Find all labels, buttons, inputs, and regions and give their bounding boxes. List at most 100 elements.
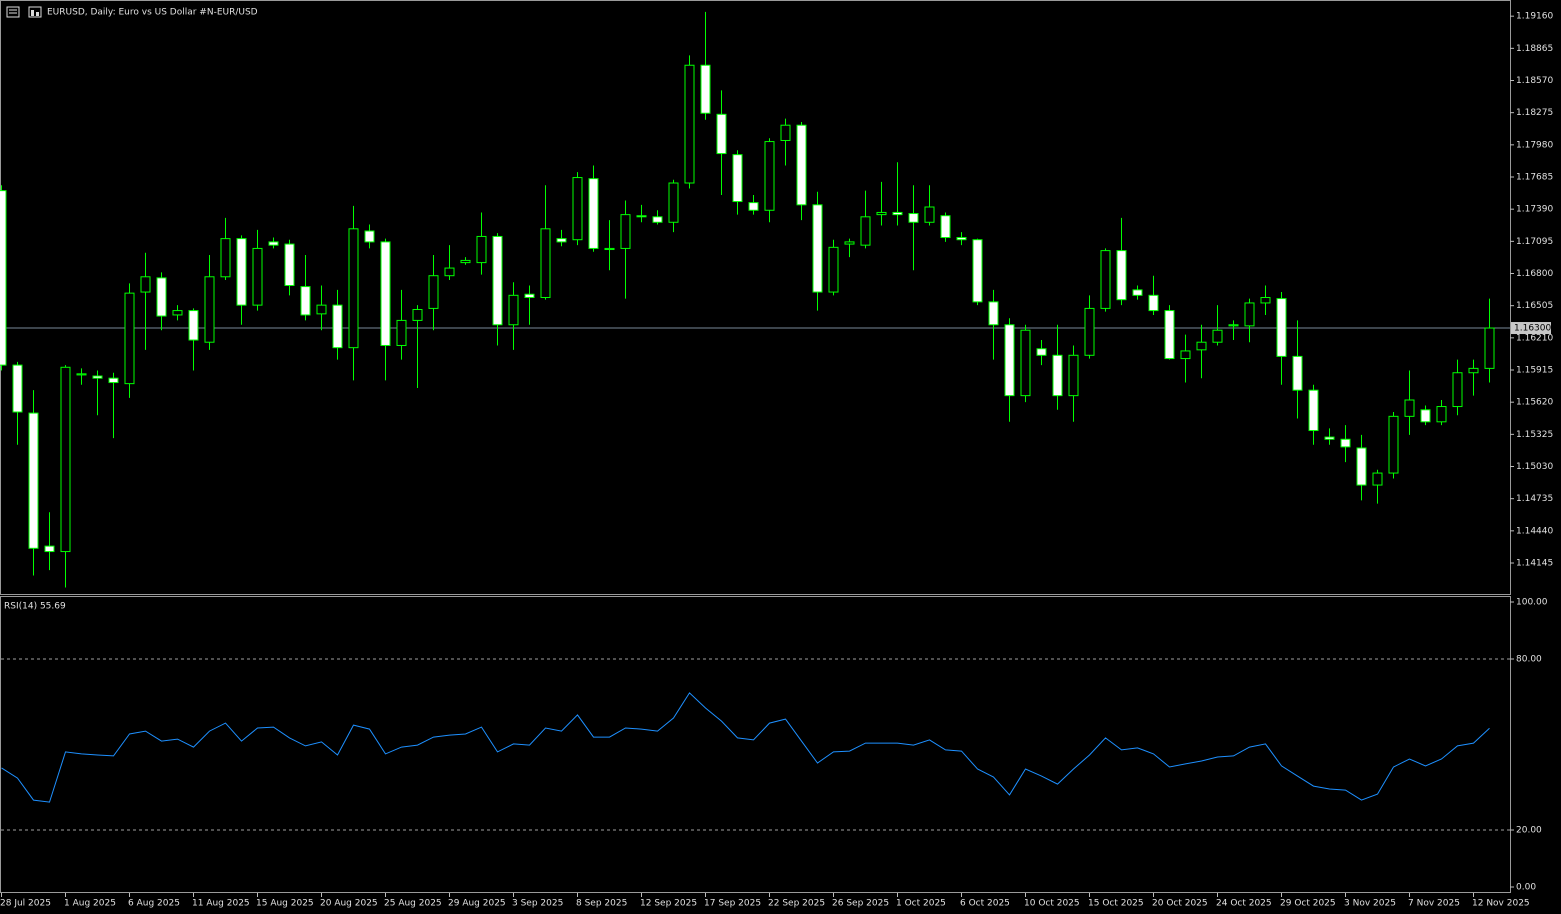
x-tick-label: 12 Sep 2025 — [640, 899, 697, 909]
candle-body — [284, 243, 295, 287]
candle-body — [1020, 329, 1031, 397]
candle-body — [1276, 298, 1287, 357]
y-tick-label: 1.16210 — [1516, 333, 1553, 343]
x-tick-label: 17 Sep 2025 — [704, 899, 761, 909]
candle-body — [172, 310, 183, 316]
icon — [28, 6, 42, 18]
candle-body — [524, 293, 535, 299]
x-tick-label: 1 Aug 2025 — [64, 899, 116, 909]
candle-body — [988, 301, 999, 326]
indicator-title: RSI(14) 55.69 — [4, 602, 66, 612]
candle-body — [1260, 297, 1271, 304]
candle-body — [428, 275, 439, 309]
candle-body — [0, 190, 7, 366]
candle-body — [540, 228, 551, 298]
x-tick-label: 3 Nov 2025 — [1344, 899, 1396, 909]
candle-body — [76, 373, 87, 376]
candle-body — [188, 310, 199, 341]
y-tick-label: 1.15620 — [1516, 398, 1553, 408]
icon — [6, 6, 20, 18]
candle-body — [268, 241, 279, 246]
candle-body — [732, 154, 743, 203]
y-tick-label: 1.18570 — [1516, 76, 1553, 86]
x-tick-label: 3 Sep 2025 — [512, 899, 563, 909]
y-tick-label: 0.00 — [1516, 883, 1536, 893]
x-tick-label: 10 Oct 2025 — [1024, 899, 1080, 909]
x-tick-label: 6 Oct 2025 — [960, 899, 1010, 909]
x-tick-label: 6 Aug 2025 — [128, 899, 180, 909]
current-price-box — [1511, 322, 1551, 335]
candle-body — [108, 377, 119, 384]
x-tick-label: 25 Aug 2025 — [384, 899, 442, 909]
y-tick-label: 1.17980 — [1516, 140, 1553, 150]
candle-body — [1468, 367, 1479, 374]
candle-body — [140, 276, 151, 293]
x-tick-label: 20 Aug 2025 — [320, 899, 378, 909]
candle-body — [1292, 355, 1303, 391]
candle-body — [1484, 327, 1495, 369]
candle-body — [892, 211, 903, 216]
candle-body — [1148, 294, 1159, 312]
candle-body — [60, 366, 71, 553]
y-tick-label: 1.15915 — [1516, 366, 1553, 376]
candle-body — [716, 113, 727, 155]
candle-body — [924, 206, 935, 223]
candle-body — [764, 141, 775, 211]
y-tick-label: 1.19160 — [1516, 12, 1553, 22]
y-tick-label: 1.17095 — [1516, 237, 1553, 247]
candle-body — [1052, 354, 1063, 397]
y-tick-label: 80.00 — [1516, 655, 1542, 665]
candle-body — [780, 124, 791, 141]
candle-body — [572, 177, 583, 241]
candle-body — [636, 215, 647, 218]
candle-body — [1164, 310, 1175, 360]
candle-body — [844, 241, 855, 245]
y-tick-label: 1.18865 — [1516, 44, 1553, 54]
candle-body — [1388, 415, 1399, 474]
candle-body — [1308, 389, 1319, 432]
candle-body — [828, 246, 839, 293]
candle-body — [332, 304, 343, 349]
chart-title: EURUSD, Daily: Euro vs US Dollar #N-EUR/… — [47, 8, 258, 18]
candle-body — [1372, 472, 1383, 486]
candle-body — [1084, 307, 1095, 356]
candle-body — [1036, 348, 1047, 356]
candle-body — [1452, 372, 1463, 408]
candle-body — [1228, 324, 1239, 327]
y-tick-label: 1.16800 — [1516, 269, 1553, 279]
y-tick-label: 1.15325 — [1516, 430, 1553, 440]
current-price-label: 1.16300 — [1514, 324, 1551, 334]
candle-body — [668, 182, 679, 223]
candle-body — [1196, 341, 1207, 351]
candle-body — [1180, 350, 1191, 360]
candle-body — [508, 294, 519, 326]
candle-body — [604, 247, 615, 251]
y-tick-label: 1.16505 — [1516, 301, 1553, 311]
candle-body — [684, 64, 695, 184]
candle-body — [396, 319, 407, 346]
x-tick-label: 24 Oct 2025 — [1216, 899, 1272, 909]
x-tick-label: 8 Sep 2025 — [576, 899, 627, 909]
candle-body — [412, 308, 423, 321]
candle-body — [92, 375, 103, 379]
candle-body — [220, 238, 231, 278]
rsi-panel-frame — [0, 596, 1511, 893]
x-tick-label: 11 Aug 2025 — [192, 899, 250, 909]
y-tick-label: 1.17390 — [1516, 205, 1553, 215]
candle-body — [588, 178, 599, 249]
candle-body — [1436, 406, 1447, 423]
candle-body — [1100, 250, 1111, 309]
candle-body — [700, 64, 711, 114]
candle-body — [1132, 289, 1143, 296]
candle-body — [812, 204, 823, 293]
candle-body — [1068, 354, 1079, 397]
candle-body — [1244, 302, 1255, 327]
x-tick-label: 26 Sep 2025 — [832, 899, 889, 909]
x-tick-label: 22 Sep 2025 — [768, 899, 825, 909]
candle-body — [1212, 329, 1223, 343]
candle-body — [1340, 438, 1351, 448]
x-tick-label: 12 Nov 2025 — [1472, 899, 1530, 909]
